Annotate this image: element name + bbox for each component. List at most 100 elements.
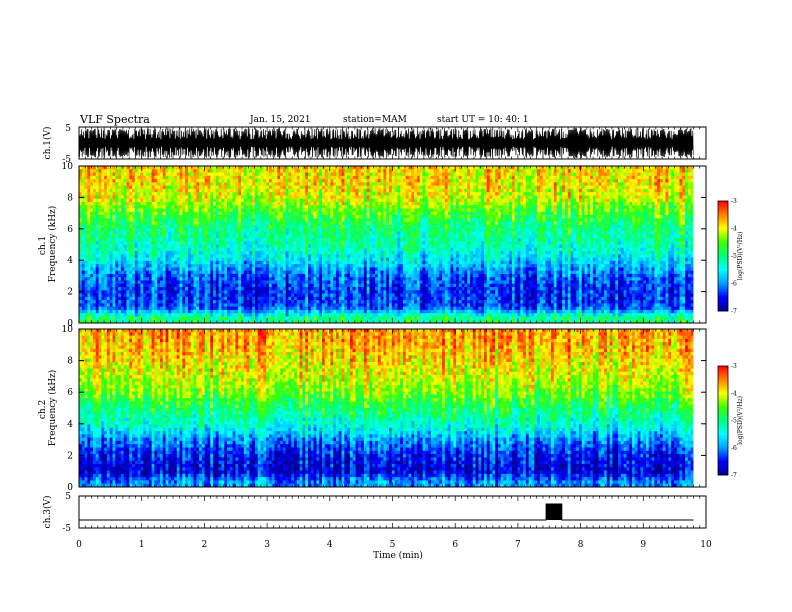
spectrogram-cell <box>638 231 641 235</box>
spectrogram-cell <box>495 179 498 183</box>
spectrogram-cell <box>230 212 233 216</box>
spectrogram-cell <box>124 202 127 206</box>
spectrogram-cell <box>417 218 420 222</box>
spectrogram-cell <box>448 235 451 239</box>
spectrogram-cell <box>221 222 224 226</box>
ch1-spectrogram-image <box>79 166 706 323</box>
spectrogram-cell <box>255 169 258 173</box>
spectrogram-cell <box>604 228 607 232</box>
spectrogram-cell <box>406 202 409 206</box>
spectrogram-cell <box>414 176 417 180</box>
spectrogram-cell <box>124 176 127 180</box>
spectrogram-cell <box>668 205 671 209</box>
spectrogram-cell <box>283 202 286 206</box>
spectrogram-cell <box>601 212 604 216</box>
spectrogram-cell <box>551 222 554 226</box>
spectrogram-cell <box>322 179 325 183</box>
spectrogram-cell <box>406 235 409 239</box>
spectrogram-cell <box>369 215 372 219</box>
spectrogram-cell <box>464 235 467 239</box>
spectrogram-cell <box>339 238 342 242</box>
spectrogram-cell <box>171 189 174 193</box>
spectrogram-cell <box>107 231 110 235</box>
spectrogram-cell <box>221 189 224 193</box>
spectrogram-cell <box>174 212 177 216</box>
spectrogram-cell <box>277 195 280 199</box>
spectrogram-cell <box>587 209 590 213</box>
spectrogram-cell <box>515 182 518 186</box>
spectrogram-cell <box>90 228 93 232</box>
spectrogram-cell <box>249 176 252 180</box>
spectrogram-cell <box>615 215 618 219</box>
spectrogram-cell <box>138 225 141 229</box>
spectrogram-cell <box>311 195 314 199</box>
spectrogram-cell <box>149 195 152 199</box>
spectrogram-cell <box>174 199 177 203</box>
spectrogram-cell <box>540 166 543 170</box>
spectrogram-cell <box>255 225 258 229</box>
spectrogram-cell <box>101 189 104 193</box>
spectrogram-cell <box>599 228 602 232</box>
spectrogram-cell <box>101 218 104 222</box>
spectrogram-cell <box>571 225 574 229</box>
spectrogram-cell <box>166 195 169 199</box>
spectrogram-cell <box>316 205 319 209</box>
spectrogram-cell <box>646 235 649 239</box>
spectrogram-cell <box>219 202 222 206</box>
spectrogram-cell <box>252 192 255 196</box>
spectrogram-cell <box>476 212 479 216</box>
spectrogram-cell <box>459 222 462 226</box>
spectrogram-cell <box>448 189 451 193</box>
spectrogram-cell <box>166 192 169 196</box>
spectrogram-cell <box>392 189 395 193</box>
spectrogram-cell <box>557 186 560 190</box>
spectrogram-cell <box>660 212 663 216</box>
spectrogram-cell <box>266 182 269 186</box>
spectrogram-cell <box>297 238 300 242</box>
spectrogram-cell <box>571 192 574 196</box>
spectrogram-cell <box>372 186 375 190</box>
spectrogram-cell <box>470 218 473 222</box>
spectrogram-cell <box>146 173 149 177</box>
spectrogram-cell <box>140 186 143 190</box>
spectrogram-cell <box>501 231 504 235</box>
spectrogram-cell <box>520 179 523 183</box>
spectrogram-cell <box>82 222 85 226</box>
spectrogram-cell <box>168 189 171 193</box>
spectrogram-cell <box>490 169 493 173</box>
spectrogram-cell <box>674 202 677 206</box>
spectrogram-cell <box>339 166 342 170</box>
spectrogram-cell <box>319 192 322 196</box>
spectrogram-cell <box>607 235 610 239</box>
spectrogram-cell <box>590 186 593 190</box>
spectrogram-cell <box>526 176 529 180</box>
spectrogram-cell <box>241 176 244 180</box>
spectrogram-cell <box>149 173 152 177</box>
spectrogram-cell <box>194 173 197 177</box>
spectrogram-cell <box>252 235 255 239</box>
spectrogram-cell <box>624 169 627 173</box>
spectrogram-cell <box>490 176 493 180</box>
spectrogram-cell <box>554 202 557 206</box>
spectrogram-cell <box>113 209 116 213</box>
spectrogram-cell <box>638 209 641 213</box>
spectrogram-cell <box>291 238 294 242</box>
spectrogram-cell <box>383 176 386 180</box>
spectrogram-cell <box>610 218 613 222</box>
spectrogram-cell <box>263 176 266 180</box>
spectrogram-cell <box>624 205 627 209</box>
spectrogram-cell <box>269 199 272 203</box>
spectrogram-cell <box>506 202 509 206</box>
spectrogram-cell <box>590 173 593 177</box>
spectrogram-cell <box>333 209 336 213</box>
spectrogram-cell <box>674 189 677 193</box>
spectrogram-cell <box>660 215 663 219</box>
spectrogram-cell <box>459 173 462 177</box>
spectrogram-cell <box>585 199 588 203</box>
spectrogram-cell <box>266 209 269 213</box>
spectrogram-cell <box>138 173 141 177</box>
spectrogram-cell <box>425 218 428 222</box>
spectrogram-cell <box>403 225 406 229</box>
spectrogram-cell <box>227 173 230 177</box>
spectrogram-cell <box>464 173 467 177</box>
